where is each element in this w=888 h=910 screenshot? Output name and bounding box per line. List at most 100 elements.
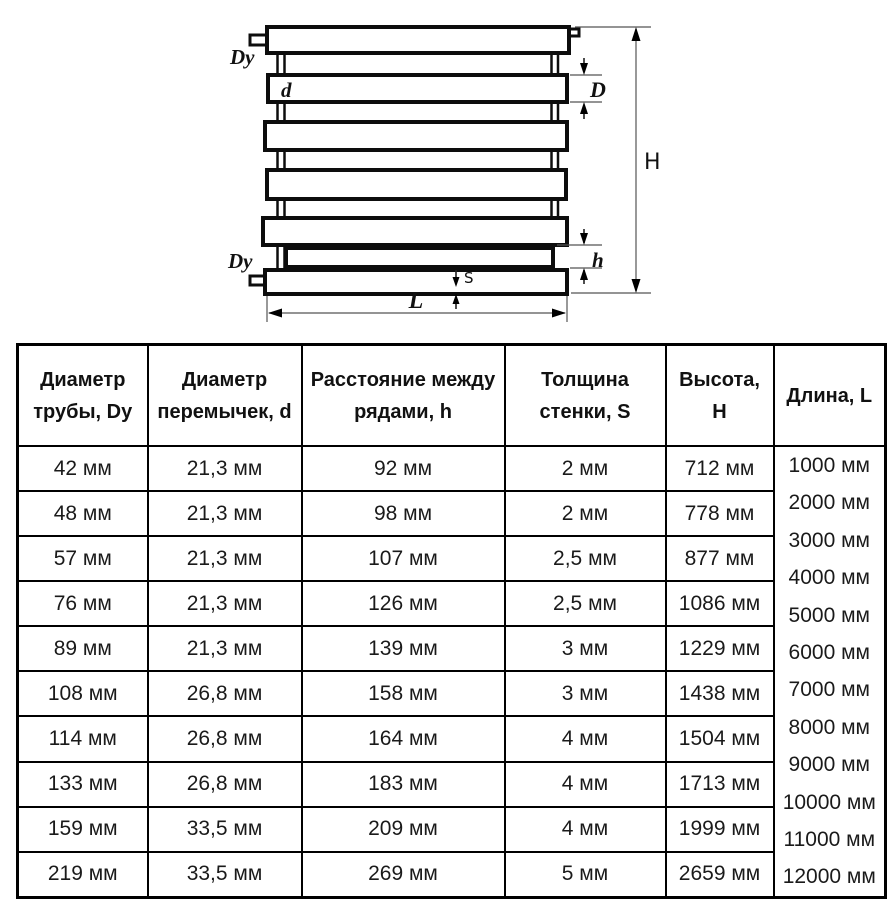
table-cell: 33,5 мм	[146, 850, 303, 899]
header-length: Длина, L	[772, 343, 887, 447]
length-option: 3000 мм	[788, 528, 870, 552]
table-cell: 21,3 мм	[146, 625, 303, 673]
length-option: 9000 мм	[788, 753, 870, 777]
table-cell: 1999 мм	[664, 805, 775, 853]
table-row: 42 мм 21,3 мм 92 мм 2 мм 712 мм 1000 мм 2000 м…	[16, 444, 887, 899]
length-options-cell: 1000 мм 2000 мм 3000 мм 4000 мм 5000 мм 6000 …	[772, 444, 887, 899]
tube	[263, 268, 569, 296]
table-cell: 778 мм	[664, 490, 775, 538]
table-cell: 4 мм	[503, 805, 667, 853]
table-cell: 76 мм	[16, 580, 149, 628]
table-cell: 1438 мм	[664, 670, 775, 718]
table-cell: 2659 мм	[664, 850, 775, 899]
table-cell: 269 мм	[300, 850, 506, 899]
table-cell: 4 мм	[503, 715, 667, 763]
table-row: 219 мм 33,5 мм 269 мм 5 мм 2659 мм	[16, 850, 886, 899]
length-option: 11000 мм	[783, 828, 876, 852]
table-cell: 877 мм	[664, 535, 775, 583]
table-cell: 48 мм	[16, 490, 149, 538]
table-cell: 26,8 мм	[146, 715, 303, 763]
table-cell: 3 мм	[503, 625, 667, 673]
length-option: 12000 мм	[782, 865, 876, 889]
table-cell: 2,5 мм	[503, 580, 667, 628]
table-cell: 21,3 мм	[146, 490, 303, 538]
label-d: d	[281, 78, 292, 102]
table-cell: 3 мм	[503, 670, 667, 718]
length-option: 2000 мм	[788, 491, 870, 515]
table-row: 89 мм 21,3 мм 139 мм 3 мм 1229 мм	[16, 625, 886, 673]
table-row: 76 мм 21,3 мм 126 мм 2,5 мм 1086 мм	[16, 580, 886, 628]
table-cell: 42 мм	[16, 444, 149, 493]
table-cell: 2 мм	[503, 444, 667, 493]
label-L: L	[408, 288, 424, 314]
table-cell: 712 мм	[664, 444, 775, 493]
label-H: H	[644, 150, 661, 175]
header-height: Высота, H	[664, 343, 775, 447]
spec-table: Диаметр трубы, Dy Диаметр перемычек, d Р…	[16, 343, 887, 899]
table-cell: 219 мм	[16, 850, 149, 899]
table-cell: 139 мм	[300, 625, 506, 673]
table-cell: 2 мм	[503, 490, 667, 538]
tube	[263, 120, 569, 152]
table-cell: 21,3 мм	[146, 444, 303, 493]
dim-S: S	[452, 269, 474, 309]
table-cell: 89 мм	[16, 625, 149, 673]
table-row: 114 мм 26,8 мм 164 мм 4 мм 1504 мм	[16, 715, 886, 763]
table-cell: 21,3 мм	[146, 535, 303, 583]
label-dy-bottom: Dy	[227, 249, 253, 273]
table-row: 57 мм 21,3 мм 107 мм 2,5 мм 877 мм	[16, 535, 886, 583]
table-cell: 2,5 мм	[503, 535, 667, 583]
table-cell: 126 мм	[300, 580, 506, 628]
label-h: h	[592, 248, 604, 272]
register-diagram: H D h S	[227, 25, 661, 322]
table-cell: 133 мм	[16, 760, 149, 808]
dim-h: h	[557, 229, 604, 284]
pipe-stub-bottom-left	[248, 274, 267, 287]
table-cell: 1504 мм	[664, 715, 775, 763]
label-S: S	[464, 269, 474, 287]
table-cell: 26,8 мм	[146, 760, 303, 808]
table-cell: 26,8 мм	[146, 670, 303, 718]
jumpers-right	[550, 53, 560, 218]
label-D: D	[589, 77, 606, 102]
length-option: 8000 мм	[788, 715, 870, 739]
dim-L: L	[266, 288, 568, 322]
table-cell: 21,3 мм	[146, 580, 303, 628]
tube	[261, 216, 569, 247]
pipe-stub-top-left	[248, 33, 269, 47]
table-cell: 209 мм	[300, 805, 506, 853]
table-cell: 107 мм	[300, 535, 506, 583]
table-cell: 4 мм	[503, 760, 667, 808]
register-tubes	[261, 25, 571, 296]
tube	[265, 25, 571, 55]
table-cell: 159 мм	[16, 805, 149, 853]
header-pipe-diameter: Диаметр трубы, Dy	[16, 343, 149, 447]
table-cell: 92 мм	[300, 444, 506, 493]
length-option: 1000 мм	[788, 454, 870, 477]
length-option: 6000 мм	[788, 641, 870, 665]
length-option: 7000 мм	[788, 678, 870, 702]
dim-D: D	[570, 58, 606, 119]
table-cell: 183 мм	[300, 760, 506, 808]
tube	[266, 73, 569, 104]
tube	[265, 168, 568, 201]
table-cell: 158 мм	[300, 670, 506, 718]
table-row: 108 мм 26,8 мм 158 мм 3 мм 1438 мм	[16, 670, 886, 718]
table-cell: 114 мм	[16, 715, 149, 763]
header-row-spacing: Расстояние между рядами, h	[300, 343, 506, 447]
length-option: 5000 мм	[788, 603, 870, 627]
length-option: 4000 мм	[788, 566, 870, 590]
table-cell: 164 мм	[300, 715, 506, 763]
dim-H: H	[571, 26, 661, 294]
tube	[284, 246, 555, 269]
table-row: 159 мм 33,5 мм 209 мм 4 мм 1999 мм	[16, 805, 886, 853]
table-cell: 5 мм	[503, 850, 667, 899]
table-cell: 108 мм	[16, 670, 149, 718]
table-cell: 57 мм	[16, 535, 149, 583]
table-cell: 1086 мм	[664, 580, 775, 628]
table-cell: 98 мм	[300, 490, 506, 538]
spec-table-body: 42 мм 21,3 мм 92 мм 2 мм 712 мм 1000 мм 2000 м…	[16, 444, 887, 899]
table-cell: 1713 мм	[664, 760, 775, 808]
table-row: 48 мм 21,3 мм 98 мм 2 мм 778 мм	[16, 490, 886, 538]
